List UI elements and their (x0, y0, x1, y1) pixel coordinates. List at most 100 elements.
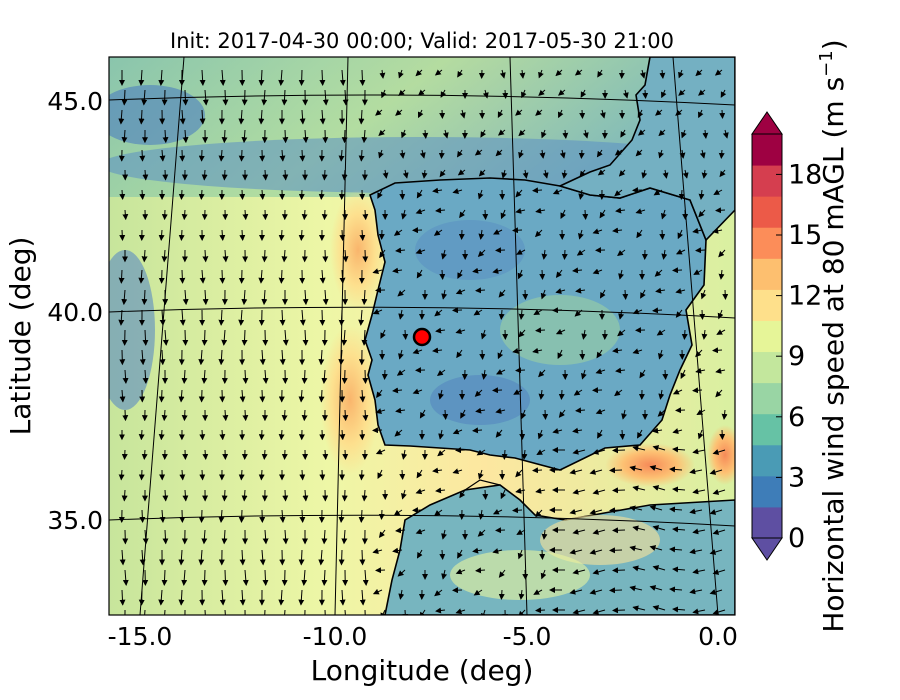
wind-arrow (321, 569, 328, 586)
wind-arrow (382, 169, 389, 179)
wind-arrow (342, 249, 349, 263)
wind-arrow (501, 169, 508, 179)
wind-arrow (474, 149, 483, 156)
map-area (109, 57, 735, 615)
wind-arrow (655, 287, 666, 294)
wind-arrow (435, 607, 446, 614)
wind-arrow (689, 468, 703, 475)
wind-arrow (279, 349, 286, 366)
wind-arrow (241, 489, 248, 502)
wind-arrow (558, 409, 566, 418)
wind-arrow (436, 369, 446, 376)
wind-arrow (298, 589, 305, 606)
wind-arrow (359, 389, 366, 403)
wind-arrow (442, 409, 449, 420)
wind-arrow (521, 449, 528, 460)
wind-arrow (338, 549, 345, 566)
wind-arrow (532, 467, 543, 474)
wind-arrow (282, 489, 289, 502)
wind-arrow (672, 486, 686, 493)
wind-arrow (629, 505, 643, 512)
wind-arrow (699, 309, 706, 320)
wind-arrow (555, 69, 563, 77)
wind-arrow (121, 289, 128, 306)
wind-arrow (398, 589, 405, 600)
wind-arrow (377, 469, 383, 479)
wind-arrow (455, 288, 466, 295)
wind-arrow (515, 189, 523, 198)
wind-arrow (512, 227, 523, 234)
wind-arrow (158, 229, 165, 242)
wind-arrow (138, 269, 145, 284)
wind-arrow (301, 209, 308, 221)
land-texture-1 (415, 220, 525, 280)
wind-arrow (319, 109, 326, 125)
wind-arrow (612, 347, 623, 354)
wind-arrow (241, 129, 248, 144)
wind-arrow (141, 249, 148, 263)
wind-arrow (339, 589, 346, 606)
wind-arrow (535, 607, 546, 614)
wind-arrow (284, 609, 286, 615)
figure-title: Init: 2017-04-30 00:00; Valid: 2017-05-3… (170, 29, 674, 53)
wind-arrow (182, 129, 189, 144)
wind-arrow (361, 129, 368, 144)
northwest-blue-patch (109, 85, 205, 145)
wind-arrow (493, 229, 503, 235)
wind-arrow (472, 427, 483, 434)
wind-arrow (472, 267, 483, 274)
wind-arrow (392, 547, 403, 554)
wind-arrow (380, 329, 386, 339)
wind-arrow (649, 585, 663, 591)
wind-arrow (222, 409, 229, 422)
wind-arrow (452, 428, 463, 435)
wind-arrow (142, 329, 149, 346)
wind-arrow (498, 309, 505, 320)
wind-arrow (712, 489, 726, 495)
wind-arrow (434, 509, 443, 517)
y-tick-label: 45.0 (47, 87, 103, 116)
wind-arrow (219, 269, 226, 284)
wind-arrow (473, 589, 483, 596)
wind-arrow (338, 509, 345, 523)
wind-arrow (657, 409, 666, 417)
wind-arrow (459, 109, 466, 119)
wind-arrow (573, 389, 583, 396)
wind-arrow (358, 109, 365, 125)
wind-arrow (241, 289, 248, 306)
wind-arrow (358, 509, 365, 523)
wind-arrow (362, 209, 369, 221)
wind-arrow (380, 609, 386, 615)
wind-arrow (713, 189, 723, 195)
wind-arrow (219, 69, 226, 86)
wind-arrow (438, 389, 444, 400)
wind-arrow (322, 289, 329, 306)
wind-arrow (569, 548, 583, 555)
wind-arrow (518, 149, 524, 159)
wind-arrow (299, 469, 306, 481)
wind-arrow (502, 89, 509, 99)
wind-arrow (657, 349, 664, 360)
wind-arrow (199, 69, 206, 86)
wind-arrow (656, 329, 666, 336)
colorbar-tick-label: 3 (788, 462, 805, 493)
wind-arrow (419, 409, 426, 419)
wind-arrow (278, 69, 285, 86)
wind-arrow (282, 129, 289, 144)
wind-arrow (439, 269, 446, 280)
wind-arrow (538, 69, 544, 79)
wind-arrow (629, 545, 643, 552)
wind-arrow (441, 249, 447, 260)
wind-arrow (239, 589, 246, 606)
colorbar-step (752, 289, 782, 321)
wind-arrow (119, 189, 126, 201)
wind-arrow (532, 347, 543, 354)
wind-arrow (477, 529, 486, 537)
wind-arrow (718, 269, 725, 280)
wind-arrow (457, 169, 466, 176)
wind-arrow (533, 309, 543, 316)
wind-arrow (359, 589, 366, 606)
wind-arrow (139, 549, 146, 566)
wind-arrow (512, 507, 523, 514)
wind-arrow (122, 369, 129, 385)
